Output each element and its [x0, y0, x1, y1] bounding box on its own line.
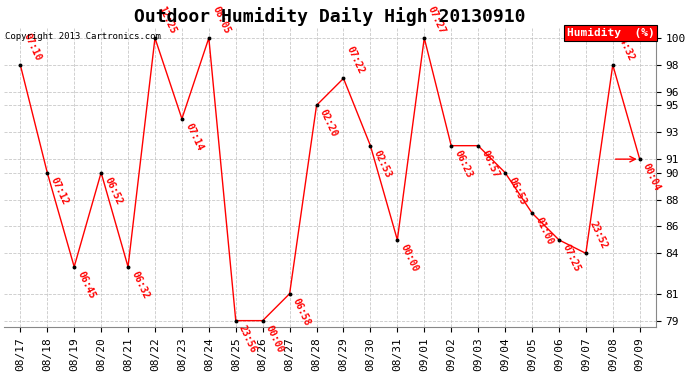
Text: 06:57: 06:57: [480, 148, 501, 179]
Text: 07:25: 07:25: [560, 243, 582, 273]
Title: Outdoor Humidity Daily High 20130910: Outdoor Humidity Daily High 20130910: [135, 7, 526, 26]
Text: 02:20: 02:20: [318, 108, 339, 139]
Point: [177, 116, 188, 122]
Text: 06:45: 06:45: [75, 270, 97, 300]
Point: [123, 264, 134, 270]
Text: 01:00: 01:00: [533, 216, 555, 246]
Point: [526, 210, 538, 216]
Text: 14:32: 14:32: [614, 32, 635, 62]
Point: [69, 264, 80, 270]
Point: [500, 170, 511, 176]
Text: 07:14: 07:14: [184, 122, 205, 152]
Point: [446, 142, 457, 148]
Point: [41, 170, 52, 176]
Text: 07:27: 07:27: [426, 4, 447, 35]
Point: [419, 35, 430, 41]
Point: [230, 318, 241, 324]
Text: 06:53: 06:53: [506, 175, 528, 206]
Text: 00:00: 00:00: [399, 243, 420, 273]
Text: 23:52: 23:52: [587, 220, 609, 251]
Point: [96, 170, 107, 176]
Text: Humidity  (%): Humidity (%): [566, 28, 655, 38]
Point: [14, 62, 26, 68]
Text: 06:52: 06:52: [102, 175, 124, 206]
Text: 08:05: 08:05: [210, 4, 232, 35]
Text: 06:32: 06:32: [130, 270, 151, 300]
Point: [257, 318, 268, 324]
Text: 12:25: 12:25: [157, 4, 178, 35]
Point: [150, 35, 161, 41]
Point: [473, 142, 484, 148]
Text: 07:22: 07:22: [345, 45, 366, 76]
Text: 07:10: 07:10: [21, 32, 43, 62]
Point: [284, 291, 295, 297]
Text: Copyright 2013 Cartronics.com: Copyright 2013 Cartronics.com: [6, 32, 161, 41]
Text: 06:23: 06:23: [453, 148, 474, 179]
Point: [392, 237, 403, 243]
Point: [634, 156, 645, 162]
Text: 06:58: 06:58: [291, 296, 313, 327]
Text: 07:12: 07:12: [48, 175, 70, 206]
Point: [553, 237, 564, 243]
Point: [338, 75, 349, 81]
Point: [311, 102, 322, 108]
Point: [365, 142, 376, 148]
Point: [204, 35, 215, 41]
Text: 23:56: 23:56: [237, 323, 259, 354]
Text: 00:04: 00:04: [641, 162, 662, 193]
Point: [607, 62, 618, 68]
Point: [580, 251, 591, 257]
Text: 02:53: 02:53: [372, 148, 393, 179]
Text: 00:00: 00:00: [264, 323, 286, 354]
